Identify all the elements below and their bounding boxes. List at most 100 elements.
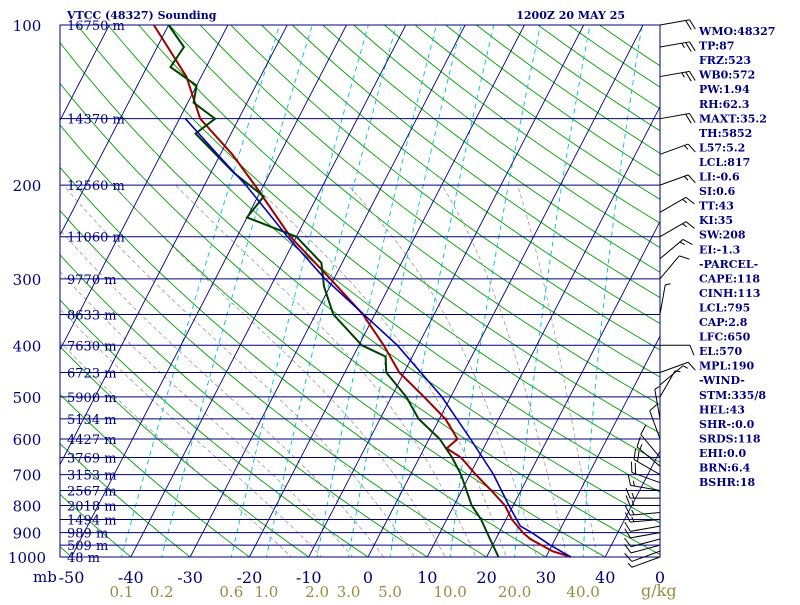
wind-barb-shaft — [632, 557, 660, 567]
wind-barb — [628, 557, 660, 567]
wind-barb-flag — [684, 176, 688, 180]
height-label: 3153 m — [67, 469, 117, 484]
index-value: WMO:48327 — [698, 25, 775, 38]
wind-barb — [660, 113, 695, 123]
temperature-tick-label: -50 — [59, 568, 85, 587]
index-value: LI:-0.6 — [699, 171, 740, 184]
wind-barb-shaft — [660, 175, 688, 185]
wind-barb — [660, 239, 692, 258]
index-value: BSHR:18 — [699, 476, 755, 489]
temperature-tick-label: 20 — [476, 568, 496, 587]
wind-barb — [660, 345, 694, 355]
index-value: L57:5.2 — [699, 141, 745, 154]
wind-barb-shaft — [660, 113, 690, 118]
wind-barb — [660, 284, 670, 315]
height-label: 48 m — [67, 551, 100, 566]
index-value: CINH:113 — [699, 287, 760, 300]
index-value: TH:5852 — [699, 127, 752, 140]
pressure-tick-label: 300 — [13, 271, 42, 289]
height-label: 5900 m — [67, 391, 117, 406]
index-value: BRN:6.4 — [699, 462, 751, 475]
mixing-ratio-tick-label: 0.1 — [110, 583, 134, 600]
wind-barb — [660, 366, 688, 385]
index-value: TP:87 — [699, 40, 734, 53]
index-value: SW:208 — [699, 229, 746, 242]
wind-barb-flag — [683, 239, 692, 244]
wind-barb-shaft — [660, 362, 688, 372]
wind-barb-flag — [686, 197, 694, 204]
index-value: HEL:43 — [699, 403, 745, 416]
wind-barb-shaft — [660, 256, 679, 279]
wind-barb-flag — [680, 242, 685, 245]
wind-barb-flag — [682, 43, 685, 48]
wind-barb-flag — [679, 256, 689, 259]
mixing-ratio-tick-label: 0.2 — [150, 583, 174, 600]
height-label: 12560 m — [67, 179, 125, 194]
wind-barb-flag — [683, 224, 687, 227]
height-label: 2018 m — [67, 499, 117, 514]
wind-barb-flag — [682, 73, 685, 78]
mixing-ratio-tick-label: 0.6 — [219, 583, 243, 600]
pressure-tick-label: 1000 — [8, 549, 46, 567]
wind-barb — [660, 222, 694, 237]
temperature-tick-label: 30 — [536, 568, 556, 587]
wind-barb — [660, 42, 695, 52]
wind-barb — [660, 144, 695, 154]
pressure-tick-label: 200 — [13, 177, 42, 195]
wind-barb-shaft — [660, 144, 688, 154]
index-value: FRZ:523 — [699, 54, 751, 67]
wind-barb-flag — [683, 366, 688, 369]
wind-barb — [660, 256, 690, 279]
wind-barb-shaft — [660, 42, 690, 47]
index-value: MPL:190 — [699, 360, 755, 373]
height-label: 11060 m — [67, 231, 125, 246]
indices-panel: WMO:48327TP:87FRZ:523WB0:572PW:1.94RH:62… — [698, 25, 775, 489]
index-value: -WIND- — [699, 374, 745, 387]
isotherm — [0, 1, 3, 569]
wind-barb — [660, 20, 695, 30]
wind-barb-flag — [684, 145, 688, 149]
mixing-ratio-tick-label: 2.0 — [305, 583, 329, 600]
mixing-ratio-tick-label: 20.0 — [498, 583, 531, 600]
mixing-ratio-unit-label: g/kg — [641, 581, 677, 600]
wind-barb-flag — [686, 222, 694, 229]
index-value: MAXT:35.2 — [699, 112, 767, 125]
wind-barb-flag — [688, 362, 695, 370]
index-value: STM:335/8 — [699, 389, 766, 402]
pressure-tick-label: 900 — [13, 525, 42, 543]
height-label: 7630 m — [67, 339, 117, 354]
index-value: -PARCEL- — [699, 258, 758, 271]
mixing-ratio-tick-label: 40.0 — [566, 583, 599, 600]
wind-barb-shaft — [660, 285, 665, 315]
temperature-tick-label: 0 — [363, 568, 373, 587]
index-value: SHR-:0.0 — [699, 418, 755, 431]
index-value: WB0:572 — [698, 69, 755, 82]
pressure-tick-label: 500 — [13, 389, 42, 407]
wind-barb-flag — [688, 144, 695, 152]
wind-barb-flag — [683, 199, 687, 202]
wind-barb-flag — [665, 284, 670, 285]
valid-time: 1200Z 20 MAY 25 — [516, 9, 625, 22]
height-label: 9770 m — [67, 273, 117, 288]
wind-barb-flag — [628, 563, 632, 567]
wind-barb-flag — [690, 345, 694, 355]
wind-barb-shaft — [660, 222, 686, 237]
chart-title: VTCC (48327) Sounding — [66, 9, 217, 22]
index-value: SI:0.6 — [699, 185, 736, 198]
index-value: RH:62.3 — [699, 98, 749, 111]
index-value: LCL:795 — [699, 301, 750, 314]
wind-barb — [660, 371, 680, 397]
height-label: 14370 m — [67, 113, 125, 128]
mixing-ratio-tick-label: 10.0 — [433, 583, 466, 600]
mixing-ratio-tick-label: 3.0 — [337, 583, 361, 600]
height-label: 8633 m — [67, 308, 117, 323]
height-label: 6723 m — [67, 367, 117, 382]
height-label: 2567 m — [67, 485, 117, 500]
height-label: 4427 m — [67, 433, 117, 448]
wind-barb-shaft — [660, 20, 690, 25]
index-value: CAPE:118 — [699, 272, 760, 285]
pressure-tick-label: 100 — [13, 17, 42, 35]
index-value: CAP:2.8 — [699, 316, 748, 329]
